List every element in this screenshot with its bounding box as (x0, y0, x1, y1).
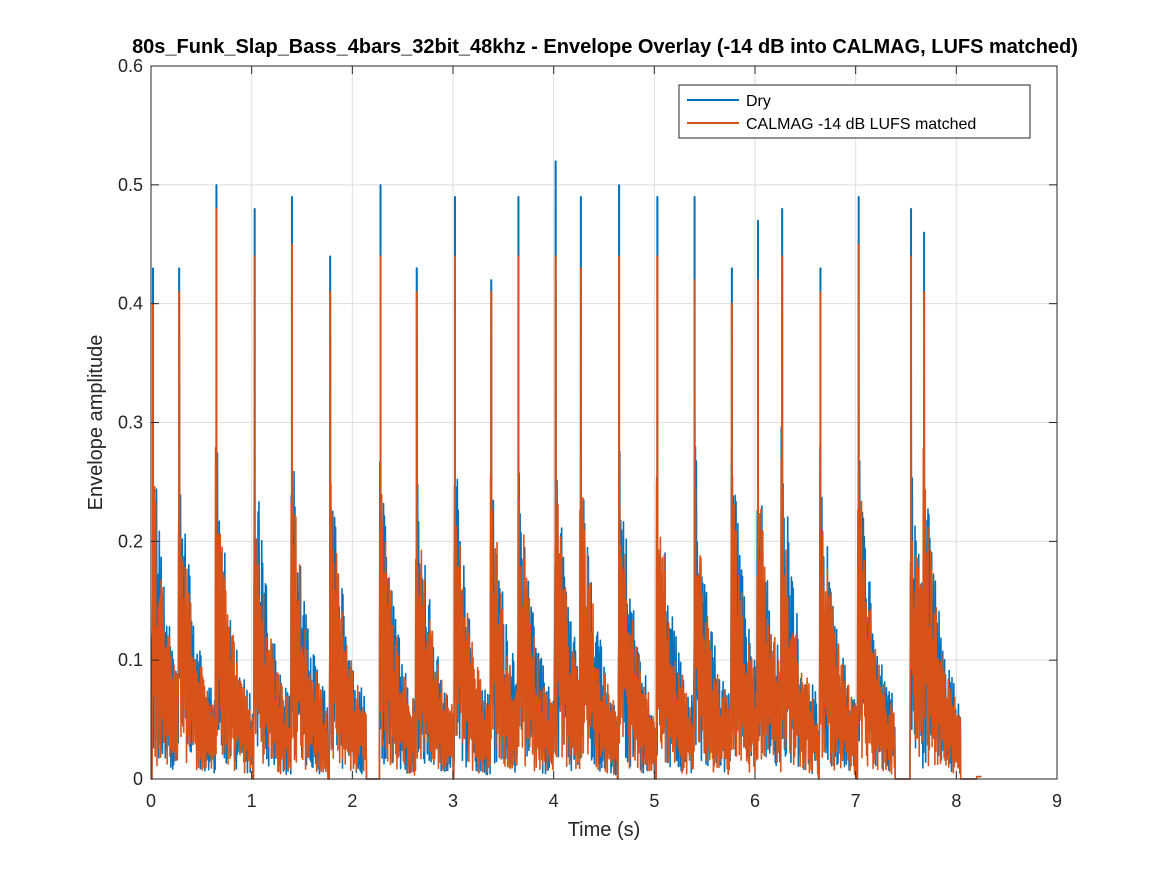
x-tick-label: 4 (549, 791, 559, 811)
x-tick-label: 1 (247, 791, 257, 811)
y-tick-label: 0.3 (118, 413, 143, 433)
x-tick-label: 9 (1052, 791, 1062, 811)
legend-label-0: Dry (746, 93, 771, 110)
legend-label-1: CALMAG -14 dB LUFS matched (746, 116, 976, 133)
legend-box (678, 84, 1031, 139)
x-axis-label: Time (s) (568, 819, 641, 841)
y-tick-label: 0.2 (118, 531, 143, 551)
chart-title: 80s_Funk_Slap_Bass_4bars_32bit_48khz - E… (132, 36, 1078, 58)
y-tick-label: 0.5 (118, 175, 143, 195)
x-tick-label: 3 (448, 791, 458, 811)
x-tick-label: 8 (951, 791, 961, 811)
y-tick-label: 0 (133, 769, 143, 789)
x-tick-label: 0 (146, 791, 156, 811)
tick-labels: 0 1 2 3 4 5 6 7 8 9 0 0.1 0.2 0.3 0.4 0.5 0.6 (118, 56, 1062, 811)
y-tick-label: 0.6 (118, 56, 143, 76)
y-tick-label: 0.4 (118, 294, 143, 314)
x-tick-label: 2 (347, 791, 357, 811)
y-axis-label: Envelope amplitude (85, 335, 107, 511)
legend: Dry CALMAG -14 dB LUFS matched (678, 84, 1031, 139)
series-layer (150, 160, 982, 780)
x-tick-label: 6 (750, 791, 760, 811)
series-line-1 (150, 207, 982, 780)
x-tick-label: 7 (851, 791, 861, 811)
y-tick-label: 0.1 (118, 650, 143, 670)
x-tick-label: 5 (649, 791, 659, 811)
